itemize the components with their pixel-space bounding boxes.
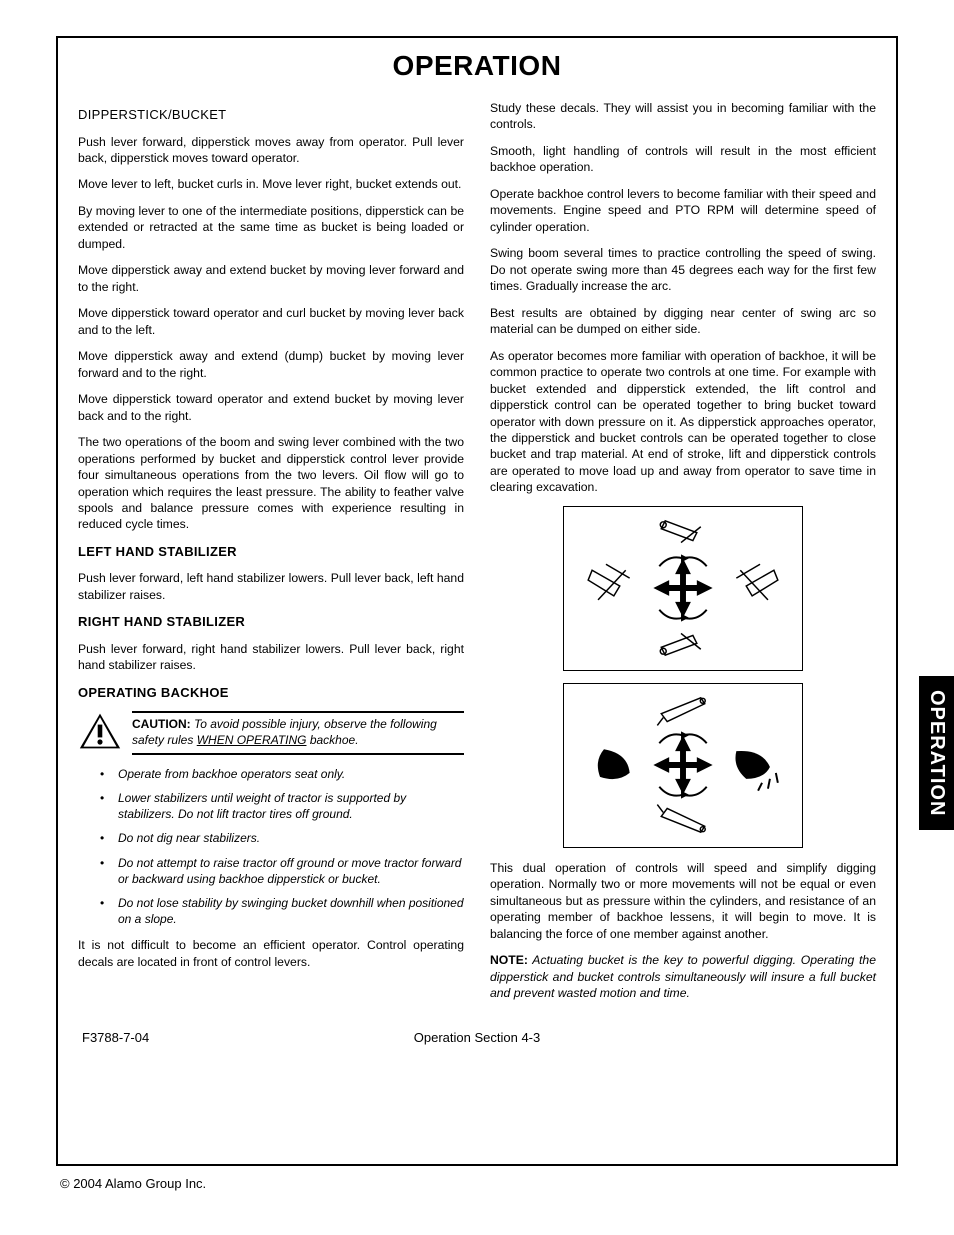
caution-body-b: WHEN OPERATING [197,733,307,747]
control-diagram-boom-icon [563,506,803,671]
body-text: Move dipperstick toward operator and cur… [78,305,464,338]
body-text: The two operations of the boom and swing… [78,434,464,533]
body-text: Move dipperstick away and extend bucket … [78,262,464,295]
safety-list: Operate from backhoe operators seat only… [78,766,464,928]
content-columns: DIPPERSTICK/BUCKET Push lever forward, d… [78,100,876,1012]
warning-triangle-icon [78,711,122,755]
caution-label: CAUTION: [132,717,191,731]
side-tab: OPERATION [919,676,954,830]
body-text: Push lever forward, right hand stabilize… [78,641,464,674]
heading-left-stabilizer: LEFT HAND STABILIZER [78,543,464,561]
body-text: Move dipperstick toward operator and ext… [78,391,464,424]
list-item: Operate from backhoe operators seat only… [106,766,464,782]
body-text: Move lever to left, bucket curls in. Mov… [78,176,464,192]
body-text: Operate backhoe control levers to become… [490,186,876,235]
body-text: By moving lever to one of the intermedia… [78,203,464,252]
body-text: Push lever forward, dipperstick moves aw… [78,134,464,167]
caution-text: CAUTION: To avoid possible injury, obser… [132,711,464,754]
body-text: This dual operation of controls will spe… [490,860,876,942]
body-text: It is not difficult to become an efficie… [78,937,464,970]
list-item: Lower stabilizers until weight of tracto… [106,790,464,822]
control-diagram-bucket-icon [563,683,803,848]
heading-dipperstick: DIPPERSTICK/BUCKET [78,106,464,124]
body-text: Swing boom several times to practice con… [490,245,876,294]
body-text: Smooth, light handling of controls will … [490,143,876,176]
list-item: Do not attempt to raise tractor off grou… [106,855,464,887]
body-text: As operator becomes more familiar with o… [490,348,876,496]
body-text: Push lever forward, left hand stabilizer… [78,570,464,603]
note-block: NOTE: Actuating bucket is the key to pow… [490,952,876,1001]
body-text: Move dipperstick away and extend (dump) … [78,348,464,381]
page-footer: F3788-7-04 Operation Section 4-3 [78,1030,876,1045]
body-text: Best results are obtained by digging nea… [490,305,876,338]
section-label: Operation Section 4-3 [78,1030,876,1045]
heading-operating-backhoe: OPERATING BACKHOE [78,684,464,702]
heading-right-stabilizer: RIGHT HAND STABILIZER [78,613,464,631]
body-text: Study these decals. They will assist you… [490,100,876,133]
caution-block: CAUTION: To avoid possible injury, obser… [78,711,464,755]
doc-number: F3788-7-04 [82,1030,149,1045]
page-title: OPERATION [78,50,876,82]
page-frame: OPERATION DIPPERSTICK/BUCKET Push lever … [56,36,898,1166]
right-column: Study these decals. They will assist you… [490,100,876,1012]
list-item: Do not lose stability by swinging bucket… [106,895,464,927]
list-item: Do not dig near stabilizers. [106,830,464,846]
caution-body-c: backhoe. [306,733,358,747]
left-column: DIPPERSTICK/BUCKET Push lever forward, d… [78,100,464,1012]
copyright: © 2004 Alamo Group Inc. [60,1176,954,1191]
note-body: Actuating bucket is the key to powerful … [490,953,876,1000]
note-label: NOTE: [490,953,528,967]
